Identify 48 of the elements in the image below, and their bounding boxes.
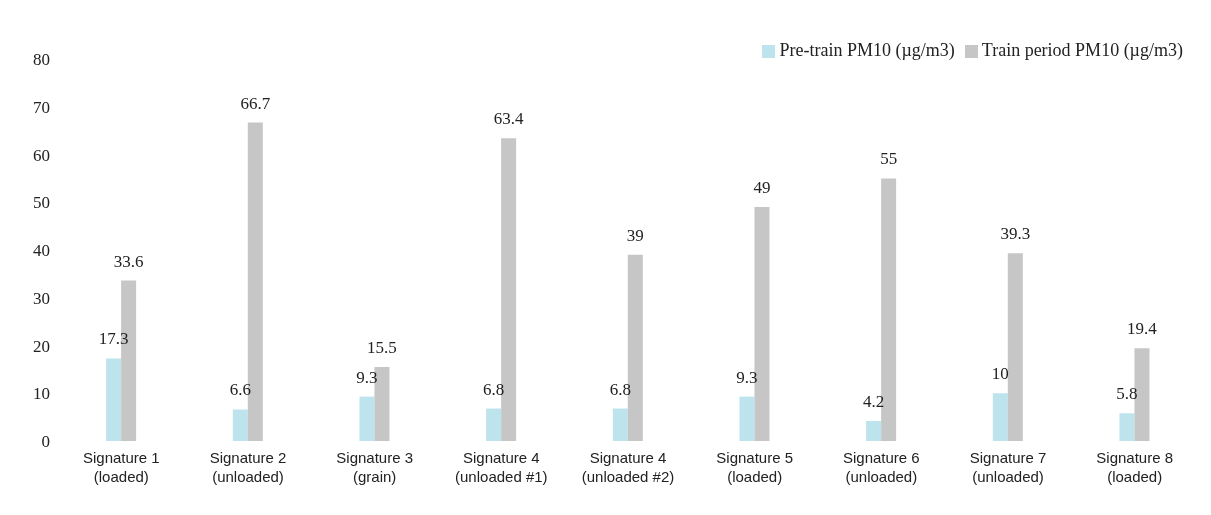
data-label: 49 [753,178,771,198]
data-label: 17.3 [98,329,129,349]
legend-label: Pre-train PM10 (µg/m3) [779,40,955,60]
bar [1007,253,1023,441]
data-label: 39 [626,225,644,245]
y-tick-label: 70 [33,97,50,117]
x-tick-label: Signature 7 (unloaded) [969,449,1047,485]
data-label: 6.8 [609,379,631,399]
data-label: 5.8 [1116,384,1138,404]
y-tick-label: 30 [33,288,50,308]
x-tick-label: Signature 8 (loaded) [1096,449,1174,485]
bar [739,396,755,441]
data-label: 39.3 [1000,224,1031,244]
bar [232,409,248,441]
data-label: 63.4 [493,109,525,129]
data-label: 19.4 [1127,319,1158,339]
data-label: 9.3 [356,367,378,387]
bar [106,358,122,441]
y-tick-label: 60 [33,145,50,165]
bar [612,408,628,441]
data-label: 9.3 [736,367,758,387]
y-tick-label: 0 [41,432,50,452]
x-tick-label: Signature 4 (unloaded #1) [455,449,548,485]
bar [1119,413,1135,441]
x-tick-label: Signature 5 (loaded) [716,449,794,485]
x-tick-label: Signature 4 (unloaded #2) [581,449,675,485]
y-tick-label: 10 [33,384,50,404]
bar [866,420,882,441]
legend-label: Train period PM10 (µg/m3) [981,40,1183,60]
data-label: 10 [991,364,1009,384]
y-tick-label: 20 [33,336,50,356]
bar [486,408,502,441]
x-tick-label: Signature 1 (loaded) [82,449,160,485]
y-tick-label: 40 [33,241,50,261]
data-label: 66.7 [240,93,271,113]
bar [359,396,375,441]
y-tick-label: 50 [33,193,50,213]
x-tick-label: Signature 2 (unloaded) [209,449,287,485]
y-tick-label: 80 [33,50,50,70]
data-label: 33.6 [113,251,144,271]
x-tick-label: Signature 6 (unloaded) [842,449,920,485]
x-tick-label: Signature 3 (grain) [336,449,414,485]
bar [992,393,1008,441]
data-label: 6.6 [229,380,251,400]
data-label: 55 [880,149,898,169]
data-label: 15.5 [367,337,397,357]
data-label: 6.8 [483,379,505,399]
data-label: 4.2 [863,391,885,411]
